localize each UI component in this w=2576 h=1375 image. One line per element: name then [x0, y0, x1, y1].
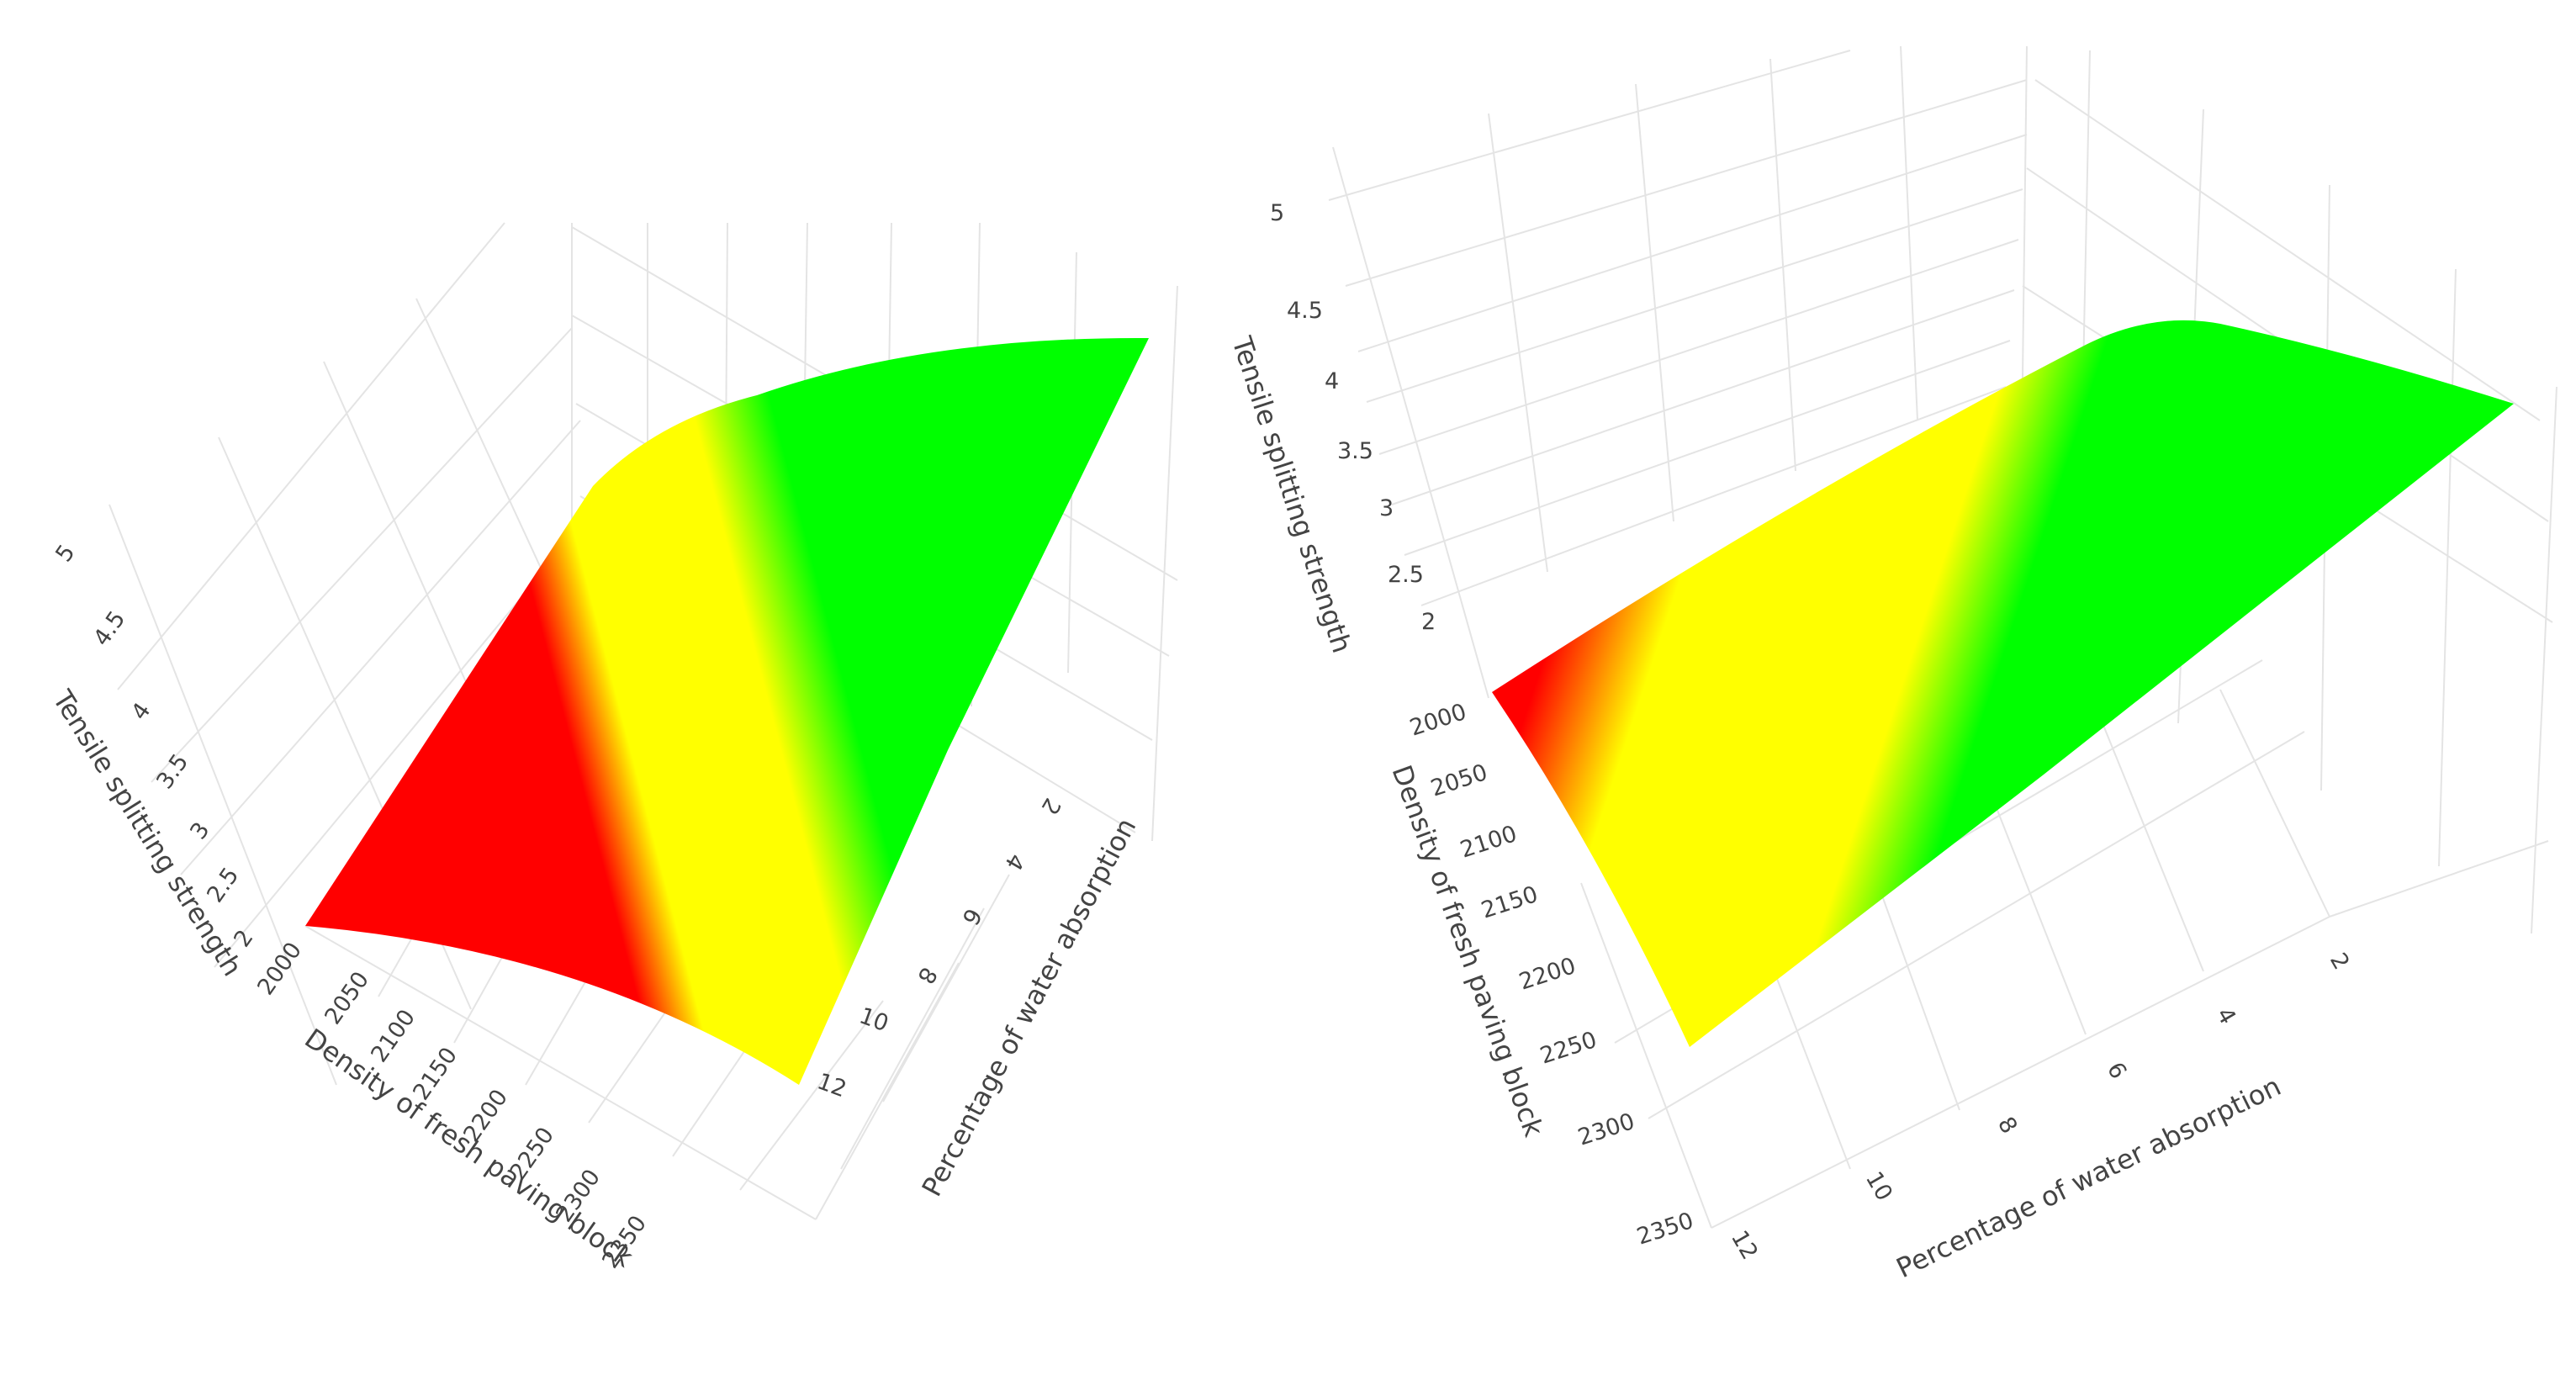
z-tick: 3	[1379, 495, 1394, 521]
z-tick: 5	[1270, 200, 1284, 226]
y-tick: 12	[814, 1068, 850, 1103]
left-surface	[305, 337, 1149, 1085]
left-y-axis-title: Percentage of water absorption	[916, 812, 1143, 1201]
right-gridlines	[1328, 45, 2557, 1229]
y-tick: 6	[956, 904, 986, 929]
z-tick: 5	[50, 540, 80, 567]
right-surface	[1492, 320, 2514, 1048]
y-tick: 4	[2211, 1003, 2240, 1029]
z-tick: 4.5	[88, 606, 130, 651]
x-tick: 2300	[1575, 1108, 1638, 1151]
y-tick: 10	[1860, 1167, 1897, 1205]
x-tick: 2050	[320, 967, 374, 1029]
y-tick: 6	[2102, 1058, 2131, 1083]
y-tick: 2	[2325, 949, 2354, 974]
z-tick: 4	[126, 698, 156, 725]
z-tick: 2.5	[1388, 562, 1424, 588]
x-tick: 2100	[1457, 821, 1521, 864]
x-tick: 2050	[1428, 759, 1491, 802]
left-x-axis-title: Density of fresh paving block	[299, 1022, 639, 1273]
x-tick: 2200	[1516, 953, 1579, 996]
z-tick: 4	[1325, 368, 1339, 394]
right-x-axis-title: Density of fresh paving block	[1385, 761, 1550, 1141]
y-tick: 10	[856, 1002, 892, 1037]
left-chart: 5 4.5 4 3.5 3 2.5 2 Tensile splitting st…	[46, 222, 1178, 1274]
x-tick: 2350	[1634, 1208, 1697, 1251]
y-tick: 4	[999, 849, 1029, 875]
z-tick: 2	[1421, 609, 1436, 635]
z-tick: 3.5	[151, 749, 193, 794]
y-tick: 8	[1992, 1113, 2022, 1138]
y-tick: 2	[1035, 794, 1065, 819]
y-tick: 8	[912, 963, 941, 988]
right-y-axis-title: Percentage of water absorption	[1891, 1070, 2286, 1284]
right-z-ticks: 5 4.5 4 3.5 3 2.5 2	[1270, 200, 1436, 635]
z-tick: 3.5	[1337, 438, 1373, 464]
x-tick: 2000	[1407, 699, 1470, 742]
x-tick: 2250	[1537, 1027, 1600, 1070]
z-tick: 4.5	[1287, 298, 1323, 324]
right-chart: 5 4.5 4 3.5 3 2.5 2 Tensile splitting st…	[1225, 45, 2557, 1284]
x-tick: 2100	[366, 1005, 421, 1067]
x-tick: 2150	[1478, 881, 1542, 924]
y-tick: 12	[1726, 1226, 1763, 1264]
